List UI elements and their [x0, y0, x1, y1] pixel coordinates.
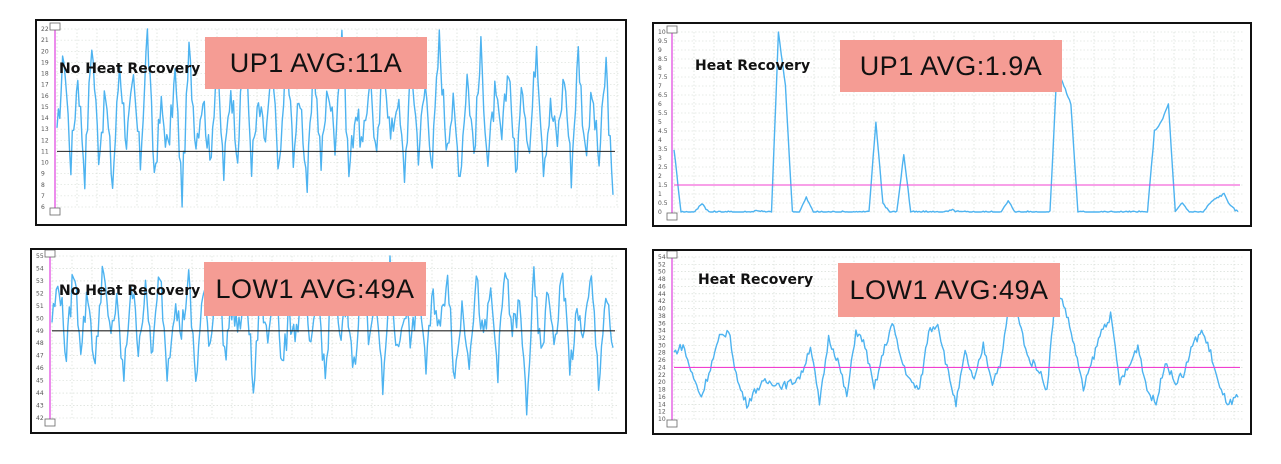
y-tick-label: 14 — [41, 115, 49, 122]
y-tick-label: 13 — [41, 126, 49, 133]
y-tick-label: 20 — [41, 48, 49, 55]
y-tick-label: 28 — [658, 350, 666, 357]
series-line — [673, 285, 1239, 409]
avg-badge: UP1 AVG:1.9A — [840, 40, 1062, 92]
y-tick-label: 5 — [658, 119, 662, 126]
y-tick-label: 45 — [36, 378, 44, 385]
y-tick-label: 12 — [41, 137, 49, 144]
chart-canvas: 55 54 53 52 51 50 49 48 47 46 45 44 43 42 — [36, 250, 619, 427]
y-tick-label: 50 — [36, 315, 44, 322]
y-tick-label: 16 — [41, 93, 49, 100]
y-tick-label: 6.5 — [658, 92, 668, 99]
y-tick-label: 8 — [41, 182, 45, 189]
chart-panel-low1-no-recovery: 55 54 53 52 51 50 49 48 47 46 45 44 43 42 No Heat Rec… — [30, 248, 627, 434]
avg-badge: UP1 AVG:11A — [205, 37, 427, 89]
y-tick-label: 24 — [658, 364, 666, 371]
y-tick-label: 22 — [658, 372, 666, 379]
chart-panel-up1-heat-recovery: 10 9.5 9 8.5 8 7.5 7 6.5 6 5.5 5 4.5 4 3.5 3 2.5 2 1.5 1 0.… — [652, 22, 1252, 227]
y-tick-label: 30 — [658, 342, 666, 349]
y-tick-label: 7.5 — [658, 74, 668, 81]
chart-heading: No Heat Recovery — [59, 283, 201, 299]
y-tick-label: 10 — [658, 416, 666, 423]
y-tick-label: 1.5 — [658, 182, 668, 189]
y-tick-label: 9 — [41, 171, 45, 178]
y-tick-label: 4.5 — [658, 128, 668, 135]
y-tick-label: 14 — [658, 401, 666, 408]
y-tick-label: 44 — [658, 291, 666, 298]
y-tick-label: 8 — [658, 65, 662, 72]
y-tick-label: 36 — [658, 320, 666, 327]
y-tick-label: 44 — [36, 390, 44, 397]
y-tick-label: 53 — [36, 278, 44, 285]
y-tick-label: 3.5 — [658, 146, 668, 153]
y-tick-label: 2 — [658, 173, 662, 180]
y-tick-label: 42 — [658, 298, 666, 305]
y-tick-label: 10 — [658, 29, 666, 36]
cursor-marker-icon — [666, 419, 678, 428]
y-tick-label: 50 — [658, 269, 666, 276]
y-tick-label: 0 — [658, 209, 662, 216]
y-tick-label: 1 — [658, 191, 662, 198]
chart-heading: No Heat Recovery — [59, 61, 201, 77]
y-tick-label: 17 — [41, 82, 49, 89]
y-tick-label: 7 — [658, 83, 662, 90]
y-tick-label: 26 — [658, 357, 666, 364]
y-tick-label: 52 — [36, 290, 44, 297]
series-line — [56, 28, 614, 208]
y-tick-label: 9 — [658, 47, 662, 54]
y-tick-label: 11 — [41, 148, 49, 155]
y-tick-label: 4 — [658, 137, 662, 144]
y-tick-label: 47 — [36, 353, 44, 360]
cursor-marker-icon — [44, 250, 56, 258]
y-tick-label: 46 — [658, 283, 666, 290]
y-tick-label: 21 — [41, 37, 49, 44]
y-tick-label: 48 — [36, 340, 44, 347]
chart-panel-low1-heat-recovery: 54 52 50 48 46 44 42 40 38 36 34 32 30 28 26 24 22 20 18 16… — [652, 249, 1252, 435]
y-tick-label: 48 — [658, 276, 666, 283]
chart-heading: Heat Recovery — [695, 58, 811, 74]
cursor-marker-icon — [44, 418, 56, 427]
y-tick-label: 15 — [41, 104, 49, 111]
y-tick-label: 40 — [658, 306, 666, 313]
series-line — [673, 31, 1239, 213]
y-tick-label: 22 — [41, 26, 49, 33]
cursor-marker-icon — [666, 212, 678, 221]
cursor-marker-icon — [666, 25, 678, 34]
y-tick-label: 51 — [36, 303, 44, 310]
chart-panel-up1-no-recovery: 22 21 20 19 18 17 16 15 14 13 12 11 10 9 8 7 6 No Heat R… — [35, 19, 627, 226]
y-tick-label: 43 — [36, 403, 44, 410]
avg-badge: LOW1 AVG:49A — [204, 262, 426, 316]
y-tick-label: 52 — [658, 261, 666, 268]
y-tick-label: 10 — [41, 160, 49, 167]
y-tick-label: 2.5 — [658, 164, 668, 171]
y-tick-label: 16 — [658, 394, 666, 401]
y-tick-label: 42 — [36, 415, 44, 422]
y-tick-label: 19 — [41, 59, 49, 66]
y-tick-label: 55 — [36, 253, 44, 260]
y-tick-label: 20 — [658, 379, 666, 386]
y-tick-label: 9.5 — [658, 38, 668, 45]
y-tick-label: 12 — [658, 409, 666, 416]
y-tick-label: 7 — [41, 193, 45, 200]
y-tick-label: 6 — [41, 204, 45, 211]
cursor-marker-icon — [49, 207, 61, 216]
y-tick-label: 34 — [658, 328, 666, 335]
cursor-marker-icon — [666, 251, 678, 259]
y-tick-label: 8.5 — [658, 56, 668, 63]
chart-heading: Heat Recovery — [698, 272, 814, 288]
y-tick-label: 0.5 — [658, 200, 668, 207]
y-tick-label: 38 — [658, 313, 666, 320]
y-tick-label: 54 — [658, 254, 666, 261]
y-tick-label: 6 — [658, 101, 662, 108]
avg-badge: LOW1 AVG:49A — [838, 263, 1060, 317]
y-tick-label: 5.5 — [658, 110, 668, 117]
cursor-marker-icon — [49, 22, 61, 31]
y-tick-label: 18 — [41, 71, 49, 78]
y-tick-label: 18 — [658, 387, 666, 394]
y-tick-label: 3 — [658, 155, 662, 162]
y-tick-label: 46 — [36, 365, 44, 372]
y-tick-label: 49 — [36, 328, 44, 335]
y-tick-label: 54 — [36, 265, 44, 272]
y-tick-label: 32 — [658, 335, 666, 342]
